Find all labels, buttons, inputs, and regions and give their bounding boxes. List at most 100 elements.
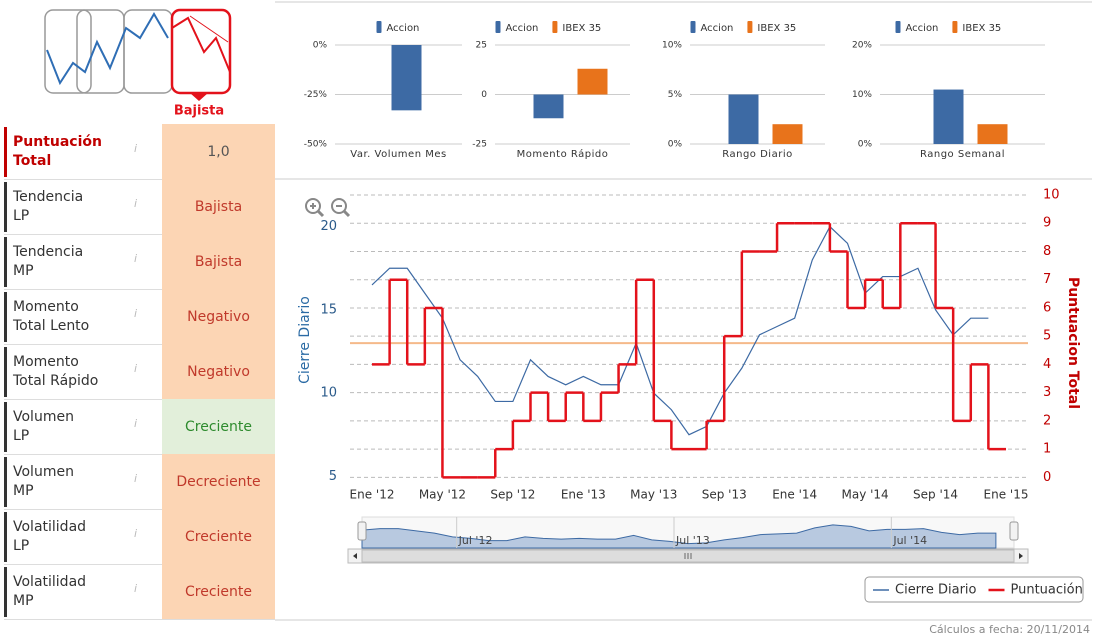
bar (977, 124, 1008, 144)
row-value: Creciente (162, 509, 275, 564)
legend-label: Accion (506, 23, 539, 34)
info-icon[interactable]: i (134, 527, 138, 540)
y2-tick-label: 2 (1043, 413, 1051, 428)
x-tick-label: Ene '14 (772, 488, 817, 502)
navigator-label: Jul '13 (675, 534, 710, 547)
y-tick-label: 20% (852, 41, 872, 51)
row-label: Momento Total Rápido (4, 347, 160, 397)
info-icon[interactable]: i (134, 307, 138, 320)
row-value: Decreciente (162, 454, 275, 509)
x-tick-label: May '13 (630, 488, 677, 502)
y-tick-label: 0% (668, 140, 683, 150)
y-tick-label: 5 (329, 469, 337, 484)
x-tick-label: May '14 (842, 488, 889, 502)
legend-label: Accion (701, 23, 734, 34)
legend-label: IBEX 35 (757, 23, 796, 34)
bar (772, 124, 803, 144)
zoom-controls[interactable] (305, 198, 351, 218)
bar (533, 94, 564, 119)
navigator-area (361, 524, 997, 549)
row-border (4, 179, 275, 180)
row-label: Volumen LP (4, 402, 160, 452)
row-value: Negativo (162, 289, 275, 344)
line-series (371, 225, 989, 436)
y-axis-title: Cierre Diario (297, 296, 313, 384)
y2-tick-label: 8 (1043, 244, 1051, 259)
scrollbar[interactable] (347, 548, 1029, 564)
row-border (4, 509, 275, 510)
footer: Cálculos a fecha: 20/11/2014 (929, 623, 1090, 636)
y-tick-label: 0 (481, 90, 487, 100)
legend-label: Accion (906, 23, 939, 34)
legend-swatch (552, 21, 558, 33)
y2-tick-label: 6 (1043, 300, 1051, 315)
info-icon[interactable]: i (134, 472, 138, 485)
x-tick-label: May '12 (419, 488, 466, 502)
row-label: Volatilidad MP (4, 567, 160, 617)
x-tick-label: Ene '13 (561, 488, 606, 502)
y2-tick-label: 1 (1043, 442, 1051, 457)
info-icon[interactable]: i (134, 582, 138, 595)
row-label: Tendencia MP (4, 237, 160, 287)
row-border (4, 619, 275, 620)
bar (577, 68, 608, 95)
legend-label: IBEX 35 (562, 23, 601, 34)
row-value: 1,0 (162, 124, 275, 179)
step-connector (388, 223, 990, 478)
trend-icon (44, 8, 232, 101)
legend-swatch (747, 21, 753, 33)
legend-swatch (895, 21, 901, 33)
x-tick-label: Sep '12 (490, 488, 535, 502)
legend-swatch (495, 21, 501, 33)
navigator-label: Jul '14 (892, 534, 927, 547)
legend-swatch (376, 21, 382, 33)
info-icon[interactable]: i (134, 362, 138, 375)
row-value: Negativo (162, 344, 275, 399)
navigator-handle[interactable] (357, 521, 367, 541)
row-value: Creciente (162, 399, 275, 454)
row-value: Bajista (162, 234, 275, 289)
y-tick-label: 15 (320, 302, 337, 317)
y-tick-label: 25 (476, 41, 487, 51)
x-tick-label: Rango Diario (722, 149, 792, 160)
legend-label: Accion (387, 23, 420, 34)
y2-tick-label: 7 (1043, 272, 1051, 287)
x-tick-label: Ene '15 (984, 488, 1029, 502)
info-icon[interactable]: i (134, 142, 138, 155)
row-border (4, 399, 275, 400)
y-tick-label: -50% (304, 140, 328, 150)
y-tick-label: 10% (852, 90, 872, 100)
y-tick-label: 10% (662, 41, 682, 51)
legend-label: Puntuación (1011, 583, 1083, 598)
row-border (4, 234, 275, 235)
x-tick-label: Momento Rápido (517, 148, 609, 160)
y2-axis-title: Puntuacion Total (1065, 277, 1081, 409)
y2-tick-label: 4 (1043, 357, 1051, 372)
trend-label: Bajista (174, 104, 224, 119)
y2-tick-label: 0 (1043, 470, 1051, 485)
x-tick-label: Sep '13 (702, 488, 747, 502)
x-tick-label: Sep '14 (913, 488, 958, 502)
info-icon[interactable]: i (134, 417, 138, 430)
x-tick-label: Var. Volumen Mes (350, 149, 446, 160)
bar (933, 89, 964, 144)
row-border (4, 564, 275, 565)
legend-swatch (952, 21, 958, 33)
y-tick-label: 0% (858, 140, 873, 150)
x-tick-label: Rango Semanal (920, 149, 1005, 160)
navigator-handle[interactable] (1009, 521, 1019, 541)
y2-tick-label: 3 (1043, 385, 1051, 400)
y2-tick-label: 10 (1043, 188, 1060, 203)
row-value: Creciente (162, 564, 275, 619)
info-icon[interactable]: i (134, 197, 138, 210)
bar (728, 94, 759, 144)
y-tick-label: 20 (320, 219, 337, 234)
bar (391, 45, 422, 111)
info-icon[interactable]: i (134, 252, 138, 265)
navigator-label: Jul '12 (458, 534, 493, 547)
legend-label: IBEX 35 (962, 23, 1001, 34)
legend-box (864, 576, 1084, 603)
row-label: Momento Total Lento (4, 292, 160, 342)
row-border (4, 344, 275, 345)
